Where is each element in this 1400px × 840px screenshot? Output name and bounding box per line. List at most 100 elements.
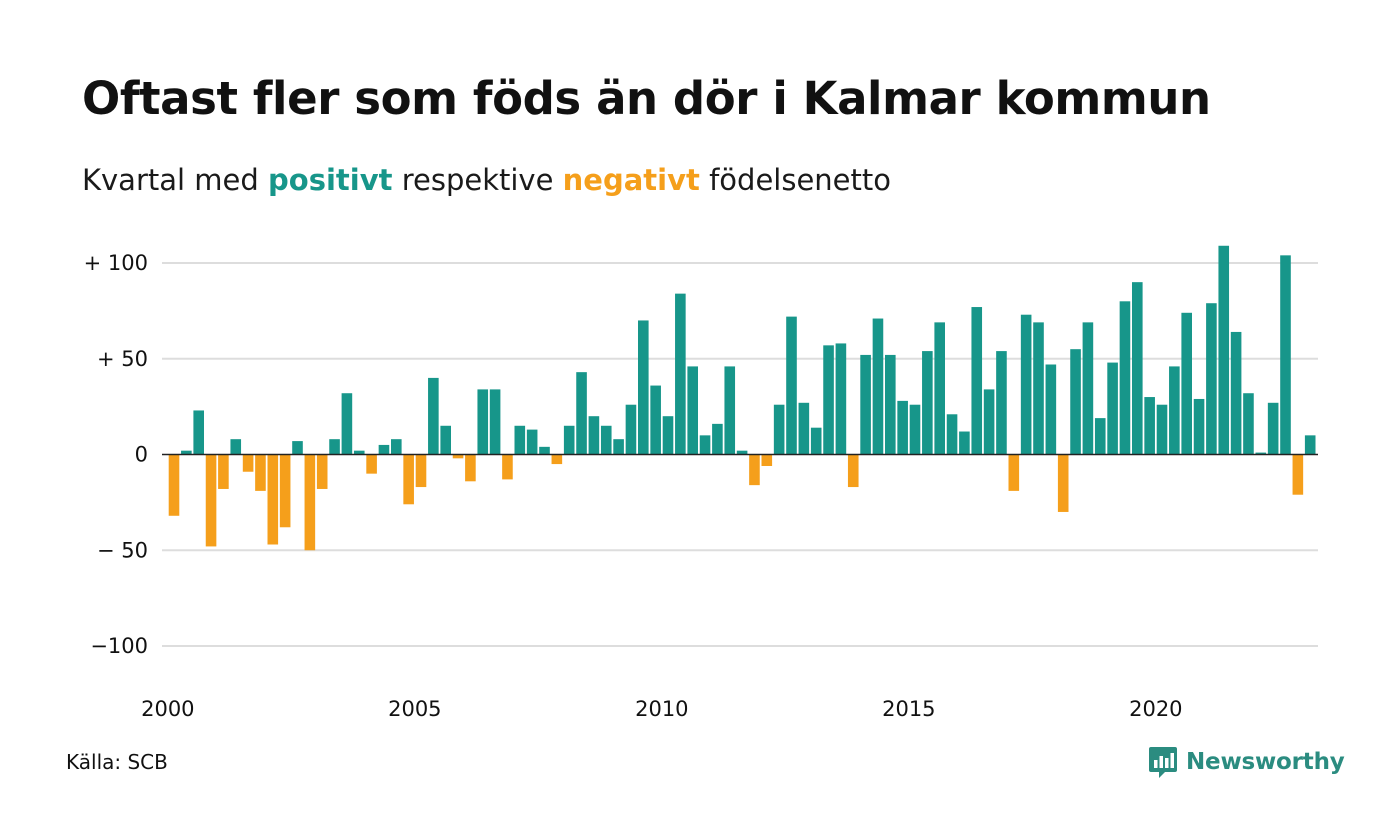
bar-positive xyxy=(897,400,908,455)
bar-positive xyxy=(1255,452,1267,455)
bar-positive xyxy=(736,450,748,455)
bar-negative xyxy=(255,454,266,491)
subtitle-negative: negativt xyxy=(562,163,700,197)
bar-positive xyxy=(1119,301,1131,455)
bar-positive xyxy=(1169,366,1180,455)
bar-positive xyxy=(1082,322,1094,455)
bar-negative xyxy=(749,454,760,486)
y-tick-label: 0 xyxy=(135,443,148,467)
bar-positive xyxy=(588,416,600,455)
bar-positive xyxy=(600,425,612,455)
newsworthy-logo-icon xyxy=(1149,747,1177,778)
bar-positive xyxy=(489,389,501,455)
bar-positive xyxy=(1132,282,1143,455)
y-tick-label: + 100 xyxy=(84,251,148,275)
bar-positive xyxy=(946,414,958,455)
bar-positive xyxy=(996,351,1007,455)
chart-title: Oftast fler som föds än dör i Kalmar kom… xyxy=(82,72,1211,125)
axes: + 100 + 50 0 − 50 −100 2000 2005 2010 2015 2020 xyxy=(84,251,1318,721)
bar-positive xyxy=(613,439,624,455)
subtitle-prefix: Kvartal med xyxy=(82,163,269,197)
bar-positive xyxy=(514,425,526,455)
bar-positive xyxy=(625,404,637,455)
bar-positive xyxy=(1070,349,1081,455)
bar-positive xyxy=(1230,331,1242,455)
bar-positive xyxy=(638,320,649,455)
bar-positive xyxy=(687,366,698,455)
bar-negative xyxy=(1057,454,1069,512)
bar-positive xyxy=(971,307,983,455)
bar-positive xyxy=(1144,397,1155,455)
brand-name: Newsworthy xyxy=(1186,749,1345,775)
bar-positive xyxy=(934,322,945,455)
bar-negative xyxy=(403,454,414,505)
bar-negative xyxy=(316,454,328,489)
bar-positive xyxy=(329,439,340,455)
bar-positive xyxy=(353,450,365,455)
bar-negative xyxy=(242,454,254,472)
bar-negative xyxy=(551,454,563,465)
bar-positive xyxy=(810,427,822,455)
bar-negative xyxy=(465,454,476,482)
bar-positive xyxy=(1304,435,1316,455)
subtitle-middle: respektive xyxy=(392,163,563,197)
bar-positive xyxy=(786,316,797,455)
x-tick-label: 2005 xyxy=(388,697,441,721)
bar-positive xyxy=(526,429,538,455)
bar-negative xyxy=(1008,454,1020,491)
bar-positive xyxy=(1107,362,1118,455)
bar-negative xyxy=(168,454,180,516)
bar-positive xyxy=(193,410,204,455)
bar-positive xyxy=(773,404,785,455)
bar-positive xyxy=(391,439,402,455)
bar-negative xyxy=(218,454,229,489)
bars xyxy=(168,245,1316,551)
bar-positive xyxy=(675,293,686,455)
bar-positive xyxy=(823,345,834,455)
bar-positive xyxy=(1033,322,1044,455)
bar-positive xyxy=(563,425,575,455)
bar-positive xyxy=(181,450,192,455)
bar-negative xyxy=(502,454,513,480)
bar-negative xyxy=(267,454,279,545)
bar-positive xyxy=(292,441,303,455)
y-tick-label: + 50 xyxy=(97,347,148,371)
bar-negative xyxy=(452,454,464,459)
chart-subtitle: Kvartal med positivt respektive negativt… xyxy=(82,163,891,197)
bar-positive xyxy=(1020,314,1032,455)
x-tick-label: 2020 xyxy=(1129,697,1182,721)
bar-positive xyxy=(1218,245,1230,455)
bar-positive xyxy=(477,389,489,455)
bar-chart: + 100 + 50 0 − 50 −100 2000 2005 2010 2015 2020 xyxy=(84,245,1318,721)
bar-positive xyxy=(1267,402,1279,455)
bar-negative xyxy=(279,454,291,528)
y-tick-label: −100 xyxy=(90,634,148,658)
bar-positive xyxy=(1280,255,1291,455)
bar-positive xyxy=(959,431,970,455)
gridlines xyxy=(162,262,1318,647)
bar-negative xyxy=(847,454,859,488)
bar-positive xyxy=(662,416,674,455)
bar-positive xyxy=(650,385,661,455)
subtitle-positive: positivt xyxy=(268,163,393,197)
bar-negative xyxy=(761,454,773,466)
bar-negative xyxy=(304,454,316,551)
bar-negative xyxy=(415,454,427,488)
bar-positive xyxy=(1181,312,1192,455)
subtitle-suffix: födelsenetto xyxy=(699,163,891,197)
bar-negative xyxy=(366,454,377,474)
bar-positive xyxy=(1193,398,1205,455)
bar-positive xyxy=(909,404,921,455)
bar-negative xyxy=(1292,454,1304,495)
bar-positive xyxy=(341,393,353,455)
y-tick-label: − 50 xyxy=(97,538,148,562)
bar-positive xyxy=(1243,393,1254,455)
bar-positive xyxy=(576,372,587,455)
brand-logo: Newsworthy xyxy=(1148,744,1345,780)
bar-positive xyxy=(699,435,711,455)
bar-positive xyxy=(712,423,723,455)
bar-positive xyxy=(885,354,896,455)
bar-positive xyxy=(798,402,810,455)
bar-positive xyxy=(1156,404,1168,455)
bar-positive xyxy=(835,343,847,455)
